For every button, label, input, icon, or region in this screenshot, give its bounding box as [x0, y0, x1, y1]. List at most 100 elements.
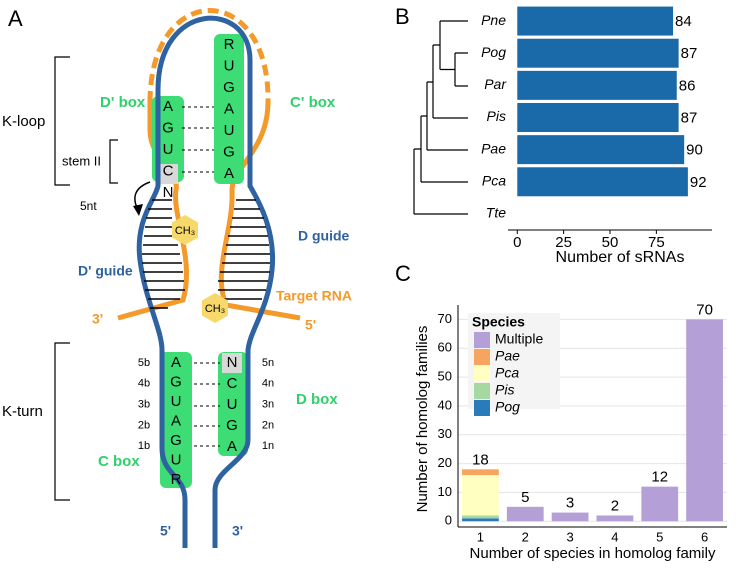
y-tick-label: 70	[438, 311, 452, 326]
x-tick-label: 75	[648, 234, 665, 251]
target-label: Target RNA	[276, 288, 352, 304]
y-tick-label: 20	[438, 455, 452, 470]
x-tick-label: 6	[701, 529, 708, 544]
base-letter: A	[163, 98, 173, 115]
box-c	[160, 352, 192, 488]
bar-segment	[686, 319, 723, 522]
base-letter: C	[163, 162, 174, 179]
category-label: Pne	[481, 12, 506, 28]
base-letter: G	[226, 417, 238, 434]
position-label: 1b	[138, 440, 150, 452]
total-label: 18	[472, 451, 489, 468]
y-tick-label: 60	[438, 340, 452, 355]
target-loop	[147, 8, 271, 103]
stem-label: stem II	[62, 153, 101, 168]
y-axis-title: Number of homolog families	[414, 326, 431, 513]
bar-segment	[462, 515, 499, 519]
bar	[517, 103, 679, 132]
guide-rna	[136, 15, 276, 548]
legend-swatch	[474, 332, 490, 348]
x-tick-label: 4	[611, 529, 618, 544]
c-box-label: C box	[98, 453, 140, 470]
k-turn-label: K-turn	[2, 403, 43, 420]
base-letter: U	[171, 451, 182, 468]
box-c-prime	[214, 34, 244, 184]
position-label: 4b	[138, 378, 150, 390]
value-label: 87	[681, 109, 698, 126]
bar-segment	[462, 469, 499, 476]
legend-swatch	[474, 366, 490, 382]
d-guide-label: D guide	[298, 228, 350, 244]
methyl-hexagon	[202, 293, 228, 323]
legend-swatch	[474, 349, 490, 365]
base-letter: A	[171, 354, 181, 371]
category-label: Pis	[487, 108, 506, 124]
position-label: 3n	[262, 399, 274, 411]
y-tick-label: 50	[438, 369, 452, 384]
legend-label: Pis	[495, 382, 514, 398]
base-letter: N	[227, 354, 238, 371]
base-letter: A	[224, 165, 234, 182]
base-letter: A	[171, 412, 181, 429]
y-tick-label: 10	[438, 484, 452, 499]
bar	[517, 6, 674, 36]
end-label: 5'	[160, 523, 171, 539]
n-box	[222, 353, 242, 373]
box-d	[218, 352, 248, 456]
x-tick-label: 2	[522, 529, 529, 544]
base-letter: U	[224, 122, 235, 139]
value-label: 92	[690, 174, 707, 191]
value-label: 90	[686, 142, 703, 159]
x-axis-title: Number of species in homolog family	[470, 545, 716, 562]
base-pairs	[182, 106, 220, 447]
value-label: 84	[675, 13, 692, 30]
x-tick-label: 50	[602, 234, 619, 251]
base-letter: G	[223, 79, 235, 96]
legend-label: Pae	[495, 348, 520, 364]
category-label: Pae	[481, 140, 506, 156]
base-letter: U	[163, 141, 174, 158]
position-label: 1n	[262, 440, 274, 452]
position-label: 2n	[262, 419, 274, 431]
position-label: 3b	[138, 399, 150, 411]
legend-title: Species	[472, 314, 525, 330]
category-label: Pca	[482, 172, 506, 188]
x-axis-title: Number of sRNAs	[556, 249, 685, 266]
value-label: 86	[679, 77, 696, 94]
target-end: 3'	[92, 311, 103, 327]
base-letter: G	[223, 143, 235, 160]
category-label: Pog	[481, 44, 506, 60]
arrow-head	[133, 204, 143, 216]
x-tick-label: 5	[656, 529, 663, 544]
base-letter: R	[171, 471, 182, 488]
x-tick-label: 3	[566, 529, 573, 544]
base-letter: C	[227, 375, 238, 392]
d-prime-guide-label: D' guide	[78, 263, 133, 279]
y-tick-label: 40	[438, 397, 452, 412]
position-label: 5b	[138, 357, 150, 369]
total-label: 5	[521, 489, 529, 506]
bar-segment	[506, 506, 544, 522]
bar-segment	[641, 486, 679, 522]
base-letter: G	[170, 373, 182, 390]
bracket	[54, 56, 118, 501]
base-letter: A	[227, 438, 237, 455]
category-label: Tte	[486, 205, 506, 221]
category-label: Par	[484, 76, 507, 92]
legend-swatch	[474, 383, 490, 399]
pairing-ticks	[142, 199, 270, 309]
base-letter: G	[170, 432, 182, 449]
base-letter: R	[224, 36, 235, 53]
methyl-label: CH₃	[205, 303, 225, 315]
c-prime-box-label: C' box	[290, 94, 336, 111]
x-tick-label: 1	[477, 529, 484, 544]
position-label: 4n	[262, 378, 274, 390]
d-box-label: D box	[296, 391, 338, 408]
bar	[517, 167, 688, 197]
bar-segment	[462, 475, 499, 516]
base-letter: U	[171, 393, 182, 410]
position-label: 2b	[138, 419, 150, 431]
phylo-tree	[413, 20, 468, 215]
legend-swatch	[474, 400, 490, 416]
